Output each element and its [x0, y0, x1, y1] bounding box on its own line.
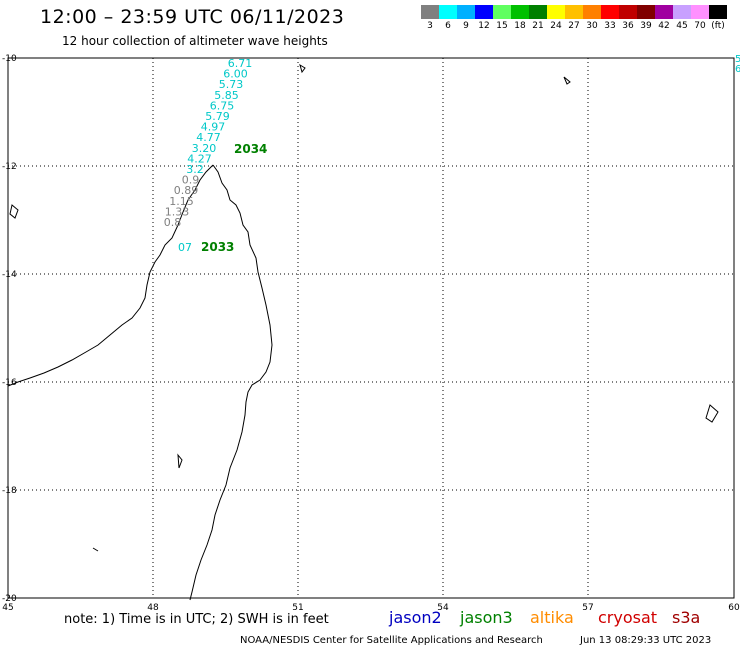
track-2034-value: 0.89 — [174, 184, 199, 197]
scale-label: 18 — [514, 21, 526, 31]
track-2034-value: 1.33 — [165, 205, 190, 218]
altimeter-tracks: 6.716.005.735.856.755.794.974.773.204.27… — [164, 54, 740, 254]
satellite-legend-s3a: s3a — [672, 608, 701, 627]
scale-swatch — [655, 5, 673, 19]
edge-value: 5 — [735, 54, 740, 65]
island-north-path — [563, 76, 571, 85]
island-east-path — [705, 404, 719, 423]
scale-swatch — [637, 5, 655, 19]
satellite-legend-jason2: jason2 — [389, 608, 442, 627]
footer-credit: NOAA/NESDIS Center for Satellite Applica… — [240, 635, 543, 646]
track-2034-value: 6.71 — [228, 57, 253, 70]
island-west-path — [9, 204, 19, 219]
wave-height-color-scale: 3 6 9 12 15 18 21 24 27 30 33 36 39 42 45 70 (ft) — [421, 5, 727, 31]
scale-label: 42 — [658, 21, 670, 31]
scale-label: 33 — [604, 21, 616, 31]
scale-swatch — [601, 5, 619, 19]
scale-swatch — [421, 5, 439, 19]
scale-label: 24 — [550, 21, 562, 31]
footer-note: note: 1) Time is in UTC; 2) SWH is in fe… — [64, 612, 329, 627]
scale-label: 30 — [586, 21, 598, 31]
scale-swatch — [709, 5, 727, 19]
scale-swatch — [565, 5, 583, 19]
lon-tick-label: 51 — [292, 603, 303, 613]
lat-lon-grid — [8, 58, 734, 598]
lat-tick-label: -18 — [2, 486, 17, 496]
scale-swatch — [439, 5, 457, 19]
track-2034-label: 2034 — [234, 142, 267, 156]
scale-label: 12 — [478, 21, 490, 31]
scale-label: 70 — [694, 21, 706, 31]
scale-swatch — [673, 5, 691, 19]
track-2034-value: 3.20 — [192, 142, 217, 155]
scale-swatch — [457, 5, 475, 19]
madagascar-coastline-path — [189, 164, 273, 601]
madagascar-coastline-west-path — [7, 164, 214, 387]
islands — [9, 63, 719, 552]
axis-labels: 45 48 51 54 57 60 -10 -12 -14 -16 -18 -20 — [2, 54, 740, 613]
track-2034-value: 3.2 — [186, 163, 204, 176]
scale-label: 15 — [496, 21, 508, 31]
map-frame — [7, 57, 735, 599]
madagascar-coastline — [7, 164, 273, 601]
scale-swatch — [619, 5, 637, 19]
scale-label: 39 — [640, 21, 652, 31]
scale-swatch — [529, 5, 547, 19]
track-2034-value: 4.97 — [201, 121, 226, 134]
scale-label: 45 — [676, 21, 688, 31]
island-sw-path — [92, 547, 99, 552]
scale-label: 3 — [427, 21, 433, 31]
track-2033-label: 2033 — [201, 240, 234, 254]
track-2034-value: 6.75 — [210, 99, 235, 112]
lon-tick-label: 54 — [437, 603, 449, 613]
lon-tick-label: 48 — [147, 603, 159, 613]
page-subtitle: 12 hour collection of altimeter wave hei… — [62, 34, 328, 48]
track-2034-value: 4.27 — [187, 152, 212, 165]
satellite-legend-jason3: jason3 — [460, 608, 513, 627]
scale-label: 21 — [532, 21, 544, 31]
edge-value: 6 — [735, 64, 740, 75]
lat-tick-label: -12 — [2, 162, 17, 172]
island-north2-path — [299, 63, 306, 74]
scale-swatch — [493, 5, 511, 19]
island-south-path — [177, 453, 183, 469]
scale-label: 36 — [622, 21, 634, 31]
scale-label: 27 — [568, 21, 580, 31]
scale-swatch — [475, 5, 493, 19]
lon-tick-label: 45 — [2, 603, 13, 613]
lat-tick-label: -14 — [2, 270, 17, 280]
satellite-legend-cryosat: cryosat — [598, 608, 658, 627]
track-2034-value: 5.79 — [205, 110, 230, 123]
lat-tick-label: -16 — [2, 378, 17, 388]
lon-tick-label: 60 — [728, 603, 740, 613]
track-2034-value: 0.9 — [182, 174, 200, 187]
scale-swatch — [691, 5, 709, 19]
track-2034-value: 4.77 — [196, 131, 221, 144]
scale-swatch — [583, 5, 601, 19]
lat-tick-label: -20 — [2, 594, 17, 604]
scale-label: 6 — [445, 21, 451, 31]
track-2034-value: 6.00 — [223, 68, 248, 81]
track-2033-value: 07 — [178, 241, 192, 254]
track-2034-value: 1.15 — [169, 195, 194, 208]
footer-timestamp: Jun 13 08:29:33 UTC 2023 — [580, 635, 712, 646]
page-title: 12:00 – 23:59 UTC 06/11/2023 — [40, 6, 345, 28]
track-2034-value: 0.8 — [164, 216, 182, 229]
scale-label: 9 — [463, 21, 469, 31]
lon-tick-label: 57 — [582, 603, 593, 613]
scale-label: (ft) — [711, 21, 725, 31]
track-2034-value: 5.85 — [214, 89, 239, 102]
scale-swatch — [511, 5, 529, 19]
scale-swatch — [547, 5, 565, 19]
track-2034-value: 5.73 — [219, 78, 244, 91]
satellite-legend-altika: altika — [530, 608, 574, 627]
lat-tick-label: -10 — [2, 54, 17, 64]
